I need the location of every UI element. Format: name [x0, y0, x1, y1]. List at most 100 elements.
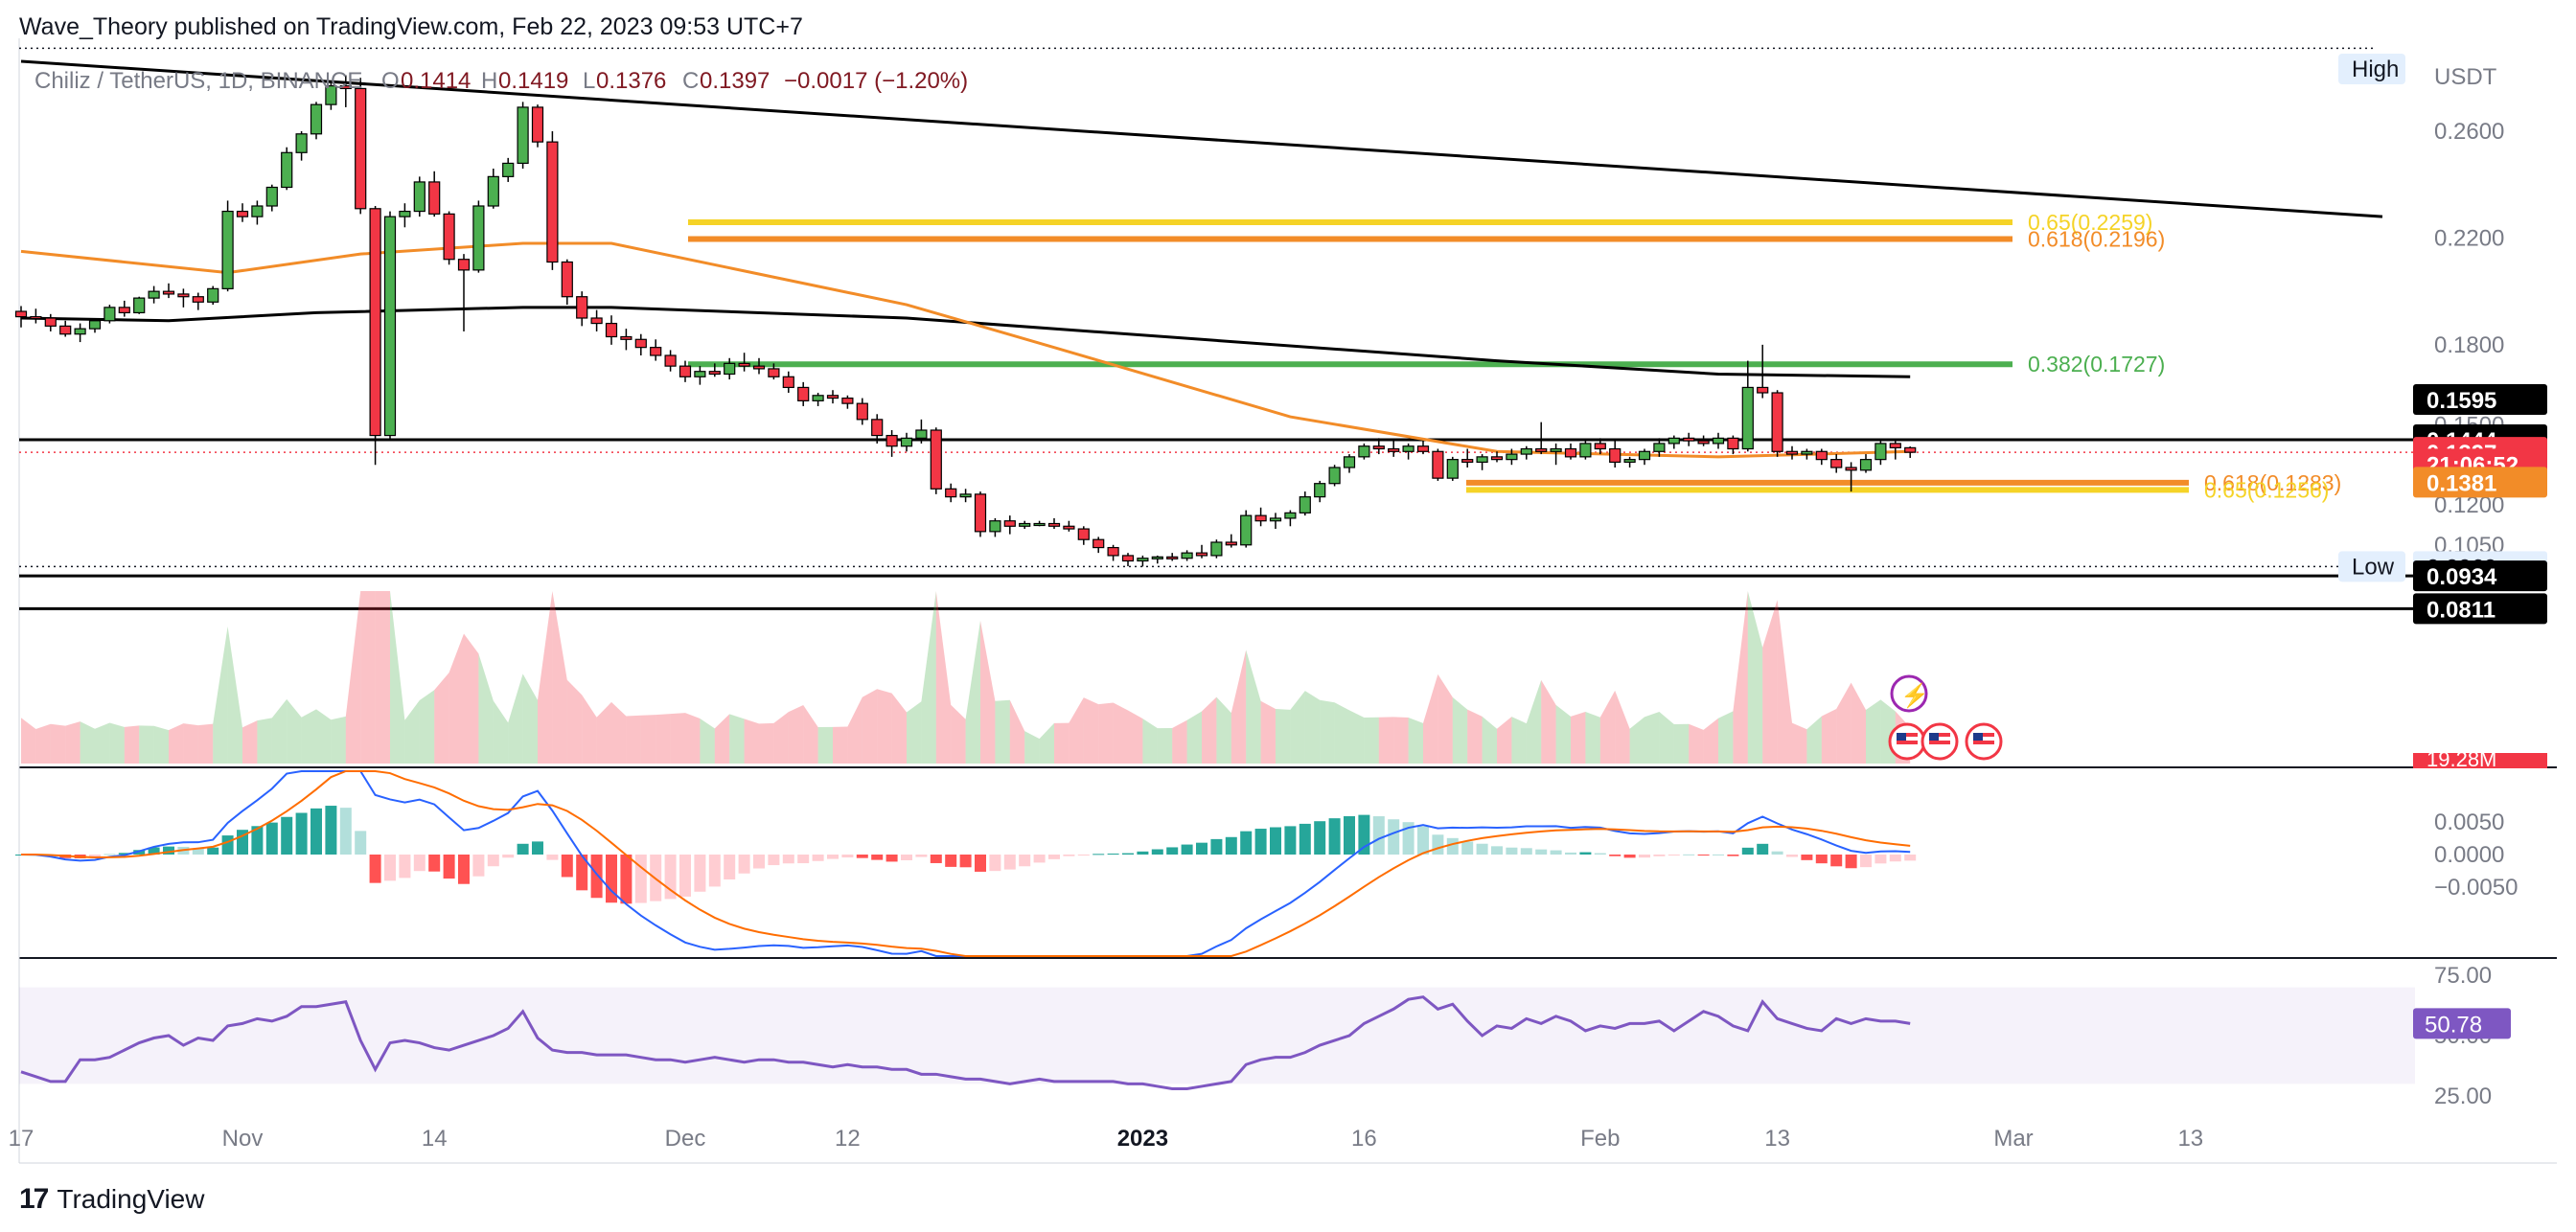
rsi-value-label: 50.78 [2425, 1012, 2482, 1038]
volume-segment [1069, 697, 1084, 764]
candle-body [44, 317, 57, 327]
candle-body [487, 175, 499, 207]
candle [1638, 448, 1651, 466]
candle-body [399, 210, 411, 217]
candle [1240, 510, 1253, 548]
candle [1195, 544, 1208, 559]
trading-chart[interactable]: 0.65(0.2259)0.618(0.2196) 0.382(0.1727) 0.… [0, 0, 2576, 1174]
macd-bar [1491, 846, 1503, 855]
candle [207, 285, 219, 306]
candle-body [1859, 459, 1873, 471]
volume-segment [582, 695, 597, 764]
candle-body [634, 338, 647, 349]
candle [14, 306, 28, 328]
legend-open-value: 0.1414 [401, 68, 471, 94]
candle-body [1121, 555, 1135, 562]
price-pane[interactable]: 0.65(0.2259)0.618(0.2196) 0.382(0.1727) 0.… [14, 47, 2416, 764]
volume-segment [213, 626, 228, 764]
volume-segment [1718, 711, 1734, 764]
candle [620, 329, 632, 351]
candle [428, 171, 441, 217]
volume-segment [390, 591, 405, 764]
candle-body [88, 320, 102, 330]
macd-bar [590, 855, 603, 899]
macd-bar [355, 831, 367, 855]
candle [443, 211, 455, 265]
candle-body [1506, 453, 1518, 461]
flag-stripe [1973, 741, 1994, 744]
macd-tick-label: 0.0050 [2434, 810, 2504, 835]
macd-bar [118, 853, 130, 855]
candle-body [1520, 447, 1532, 455]
candle-body [1771, 392, 1783, 452]
volume-segment [50, 723, 66, 764]
rsi-line [20, 995, 1911, 1090]
candle [1047, 517, 1061, 530]
volume-segment [21, 718, 36, 764]
volume-segment [1024, 731, 1040, 764]
candle-body [826, 395, 840, 399]
candle [148, 285, 160, 304]
price-axis[interactable]: 0.26000.22000.18000.15000.12000.1050USDT… [2413, 64, 2547, 771]
candle-body [1372, 445, 1385, 450]
candle [1284, 510, 1297, 527]
candle-body [1225, 541, 1237, 546]
macd-bar [1151, 849, 1163, 855]
flag-canton [1973, 733, 1983, 741]
candle [221, 200, 234, 292]
macd-bar [221, 835, 234, 855]
macd-bar [1299, 823, 1311, 855]
candle-body [1594, 443, 1606, 450]
candle-body [678, 365, 692, 377]
candle [1314, 480, 1326, 503]
volume-segment [153, 725, 169, 764]
candle-body [546, 141, 559, 263]
candle-body [738, 362, 750, 367]
volume-segment [139, 725, 154, 764]
ma200-line [20, 306, 1911, 378]
macd-bar [207, 847, 219, 855]
candle [1432, 448, 1444, 481]
candle-body [472, 205, 485, 271]
volume-segment [1128, 710, 1143, 764]
volume-segment [670, 713, 685, 764]
candle [664, 350, 677, 372]
candle [1904, 445, 1917, 458]
candle-body [531, 106, 544, 143]
candle [1416, 441, 1430, 455]
macd-pane[interactable]: 0.0050 0.0000 −0.0050 [15, 770, 2518, 957]
volume-segment [538, 591, 553, 764]
time-tick-label: Feb [1580, 1126, 1620, 1152]
candle-body [310, 103, 323, 135]
candle-body [1388, 447, 1400, 452]
candle [812, 393, 824, 406]
candle-body [1181, 552, 1193, 559]
volume-segment [448, 633, 464, 764]
candle-body [1490, 456, 1504, 461]
candle-body [1033, 522, 1046, 527]
candle-body [1623, 459, 1636, 464]
time-axis[interactable]: 17 Nov 14 Dec 12 2023 16 Feb 13 Mar 13 [9, 1126, 2204, 1152]
low-label-box [2338, 551, 2405, 582]
volume-segment [1482, 716, 1497, 764]
candle-body [1254, 514, 1267, 522]
candle [133, 296, 146, 314]
macd-bar [827, 855, 839, 859]
macd-bar [634, 855, 647, 903]
macd-bar [1446, 837, 1459, 855]
macd-bar [1432, 834, 1444, 855]
price-badge-label: 0.0934 [2426, 564, 2497, 590]
candle-body [192, 296, 204, 303]
macd-bar [295, 812, 308, 855]
macd-bar [1889, 855, 1901, 862]
macd-bar [1210, 838, 1223, 855]
macd-bar [1137, 851, 1149, 855]
macd-bar [1904, 855, 1917, 861]
high-label-box [2338, 54, 2405, 84]
macd-bar [413, 855, 426, 872]
candle-body [1889, 443, 1901, 448]
macd-tick-label: 0.0000 [2434, 842, 2504, 868]
candle [192, 292, 204, 310]
macd-bar [1845, 855, 1857, 869]
